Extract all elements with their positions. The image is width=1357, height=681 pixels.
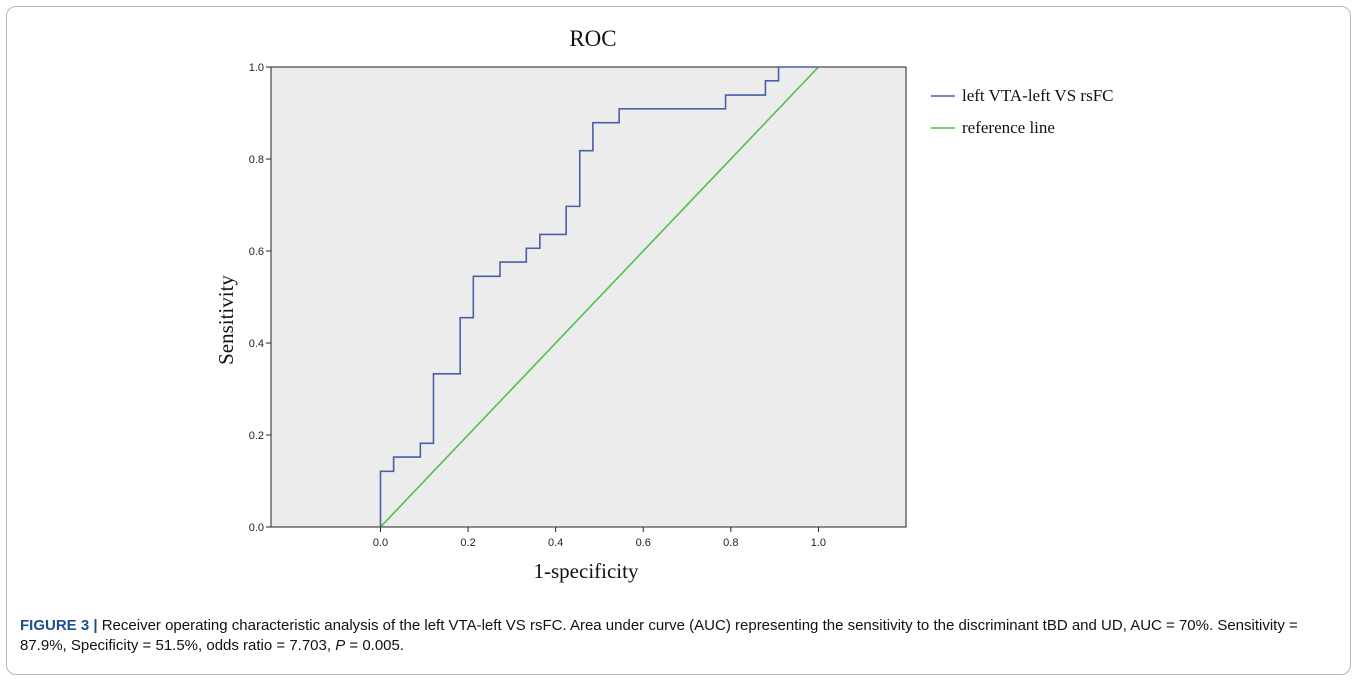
y-tick-label: 1.0 xyxy=(249,62,264,74)
y-axis: 0.0 0.2 0.4 0.6 0.8 1.0 xyxy=(249,62,271,534)
y-tick-label: 0.8 xyxy=(249,154,264,166)
x-tick-label: 0.0 xyxy=(373,537,388,549)
chart-title: ROC xyxy=(569,26,616,51)
y-tick-label: 0.6 xyxy=(249,246,264,258)
x-tick-label: 0.8 xyxy=(723,537,738,549)
plot-area xyxy=(270,66,907,528)
figure-caption: FIGURE 3 | Receiver operating characteri… xyxy=(20,616,1338,656)
roc-curve-layer xyxy=(379,66,819,527)
y-tick-label: 0.2 xyxy=(249,430,264,442)
y-tick-label: 0.4 xyxy=(249,338,264,350)
x-tick-label: 0.6 xyxy=(636,537,651,549)
p-value-symbol: P xyxy=(335,637,346,654)
caption-text-end: = 0.005. xyxy=(345,637,405,654)
roc-curve xyxy=(379,66,819,527)
legend: left VTA-left VS rsFC reference line xyxy=(931,86,1113,137)
roc-chart: ROC 0.0 0.2 0.4 0.6 0.8 1.0 0.0 0.2 0.4 0.6 0.8 1.… xyxy=(214,26,1113,583)
y-tick-label: 0.0 xyxy=(249,522,264,534)
reference-line xyxy=(379,66,819,528)
legend-label: left VTA-left VS rsFC xyxy=(962,86,1113,105)
caption-text: Receiver operating characteristic analys… xyxy=(20,617,1298,654)
x-tick-label: 0.2 xyxy=(460,537,475,549)
x-tick-label: 0.4 xyxy=(548,537,563,549)
figure-label: FIGURE 3 | xyxy=(20,617,98,634)
x-axis: 0.0 0.2 0.4 0.6 0.8 1.0 xyxy=(373,527,826,549)
reference-line-layer xyxy=(379,66,819,528)
x-axis-label: 1-specificity xyxy=(534,559,639,583)
x-tick-label: 1.0 xyxy=(811,537,826,549)
y-axis-label: Sensitivity xyxy=(214,275,238,365)
legend-label: reference line xyxy=(962,118,1055,137)
